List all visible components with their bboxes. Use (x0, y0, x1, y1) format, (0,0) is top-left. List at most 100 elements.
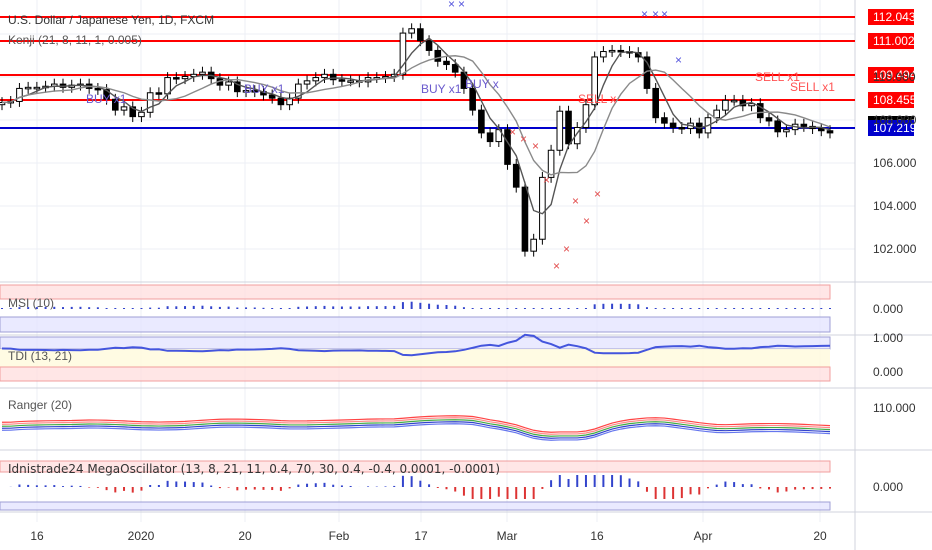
time-tick: Feb (329, 529, 350, 543)
x-marker: × (543, 173, 550, 187)
price-tick: 108.000 (873, 113, 917, 127)
x-marker: × (532, 139, 539, 153)
candle (783, 129, 790, 133)
candle (826, 130, 834, 134)
candle (434, 49, 442, 62)
candle (16, 87, 23, 102)
price-tick: 106.000 (873, 156, 917, 170)
candle (756, 103, 764, 119)
candle (817, 128, 825, 132)
candle (181, 75, 189, 80)
ranger-line (1, 415, 831, 433)
x-marker: × (563, 242, 570, 256)
tdi-tick: 1.000 (873, 331, 903, 345)
candle (425, 40, 433, 51)
tdi-tick: 0.000 (873, 365, 903, 379)
candle (600, 51, 607, 58)
x-marker: × (509, 125, 516, 139)
time-tick: 16 (590, 529, 604, 543)
x-marker: × (594, 187, 601, 201)
signal-label: SELL x1 (755, 70, 800, 84)
x-marker: × (458, 0, 465, 11)
signal-label: BUY x1 (244, 82, 285, 96)
candle (146, 92, 154, 113)
candle (94, 87, 102, 91)
candle (678, 126, 686, 130)
price-label: 107.219 (873, 121, 917, 135)
tdi-label: TDI (13, 21) (8, 349, 72, 363)
time-tick: 20 (813, 529, 827, 543)
candle (103, 89, 110, 100)
tdi-middle-band (0, 349, 830, 367)
candle (155, 92, 163, 95)
candle (347, 80, 354, 83)
price-label-bg (868, 33, 914, 49)
candle (669, 122, 677, 128)
ranger-label: Ranger (20) (8, 398, 72, 412)
time-tick: 2020 (128, 529, 155, 543)
chart-title: U.S. Dollar / Japanese Yen, 1D, FXCM (8, 13, 214, 27)
candle (321, 73, 328, 79)
ranger-line (1, 419, 831, 437)
candle (129, 106, 137, 118)
candle (591, 56, 598, 106)
candle (295, 83, 302, 99)
x-marker: × (448, 0, 455, 11)
price-tick: 104.000 (873, 199, 917, 213)
x-marker: × (553, 259, 560, 273)
price-axis: 112.043111.002109.494108.455107.349107.2… (868, 9, 917, 494)
ranger-tick: 110.000 (873, 401, 916, 415)
time-tick: 16 (30, 529, 44, 543)
signal-label: SELL x (578, 92, 616, 106)
price-label: 108.455 (873, 93, 917, 107)
candle (417, 28, 424, 42)
candle (251, 90, 259, 93)
ranger-line (1, 417, 831, 435)
ranger-line (1, 423, 831, 441)
ranger-line (1, 421, 831, 439)
candle (33, 86, 41, 90)
candle (242, 90, 250, 93)
indicator-series (1, 301, 831, 499)
candle (24, 86, 32, 90)
candle (713, 109, 720, 119)
tdi-lower-band (0, 366, 831, 382)
time-axis: 16 2020 20 Feb 17 Mar 16 Apr 20 (30, 529, 827, 543)
candle (338, 79, 346, 82)
candle (443, 60, 450, 66)
candle (138, 111, 145, 118)
mega-tick: 0.000 (873, 480, 903, 494)
indicator-bands (0, 284, 831, 511)
candle (451, 64, 459, 73)
candle (112, 98, 119, 111)
candle (661, 117, 668, 124)
price-label-bg (868, 9, 914, 25)
candle (556, 110, 564, 151)
candle (608, 49, 616, 53)
price-label-bg (868, 67, 914, 83)
price-label: 109.494 (873, 68, 917, 82)
candle (329, 73, 337, 81)
mega-label: Idnistrade24 MegaOscillator (13, 8, 21, … (8, 462, 500, 476)
signal-label: BUY x (465, 77, 499, 91)
candle (547, 149, 555, 178)
x-marker: × (641, 7, 648, 21)
tdi-line (1, 333, 831, 357)
candle (565, 110, 572, 145)
x-marker: × (661, 7, 668, 21)
kenji-label: Kenji (21, 8, 11, 1, 0.005) (8, 33, 142, 47)
price-label: 112.043 (873, 10, 916, 24)
msi-tick: 0.000 (873, 302, 903, 316)
price-label: 111.002 (873, 34, 915, 48)
slow-ma-line (1, 55, 831, 176)
fast-ma-line (1, 37, 831, 215)
candle (652, 87, 659, 119)
candle (120, 106, 128, 111)
candle (530, 238, 537, 252)
candle (312, 77, 320, 82)
time-tick: Apr (694, 529, 713, 543)
time-tick: 17 (414, 529, 428, 543)
candles (0, 23, 834, 257)
